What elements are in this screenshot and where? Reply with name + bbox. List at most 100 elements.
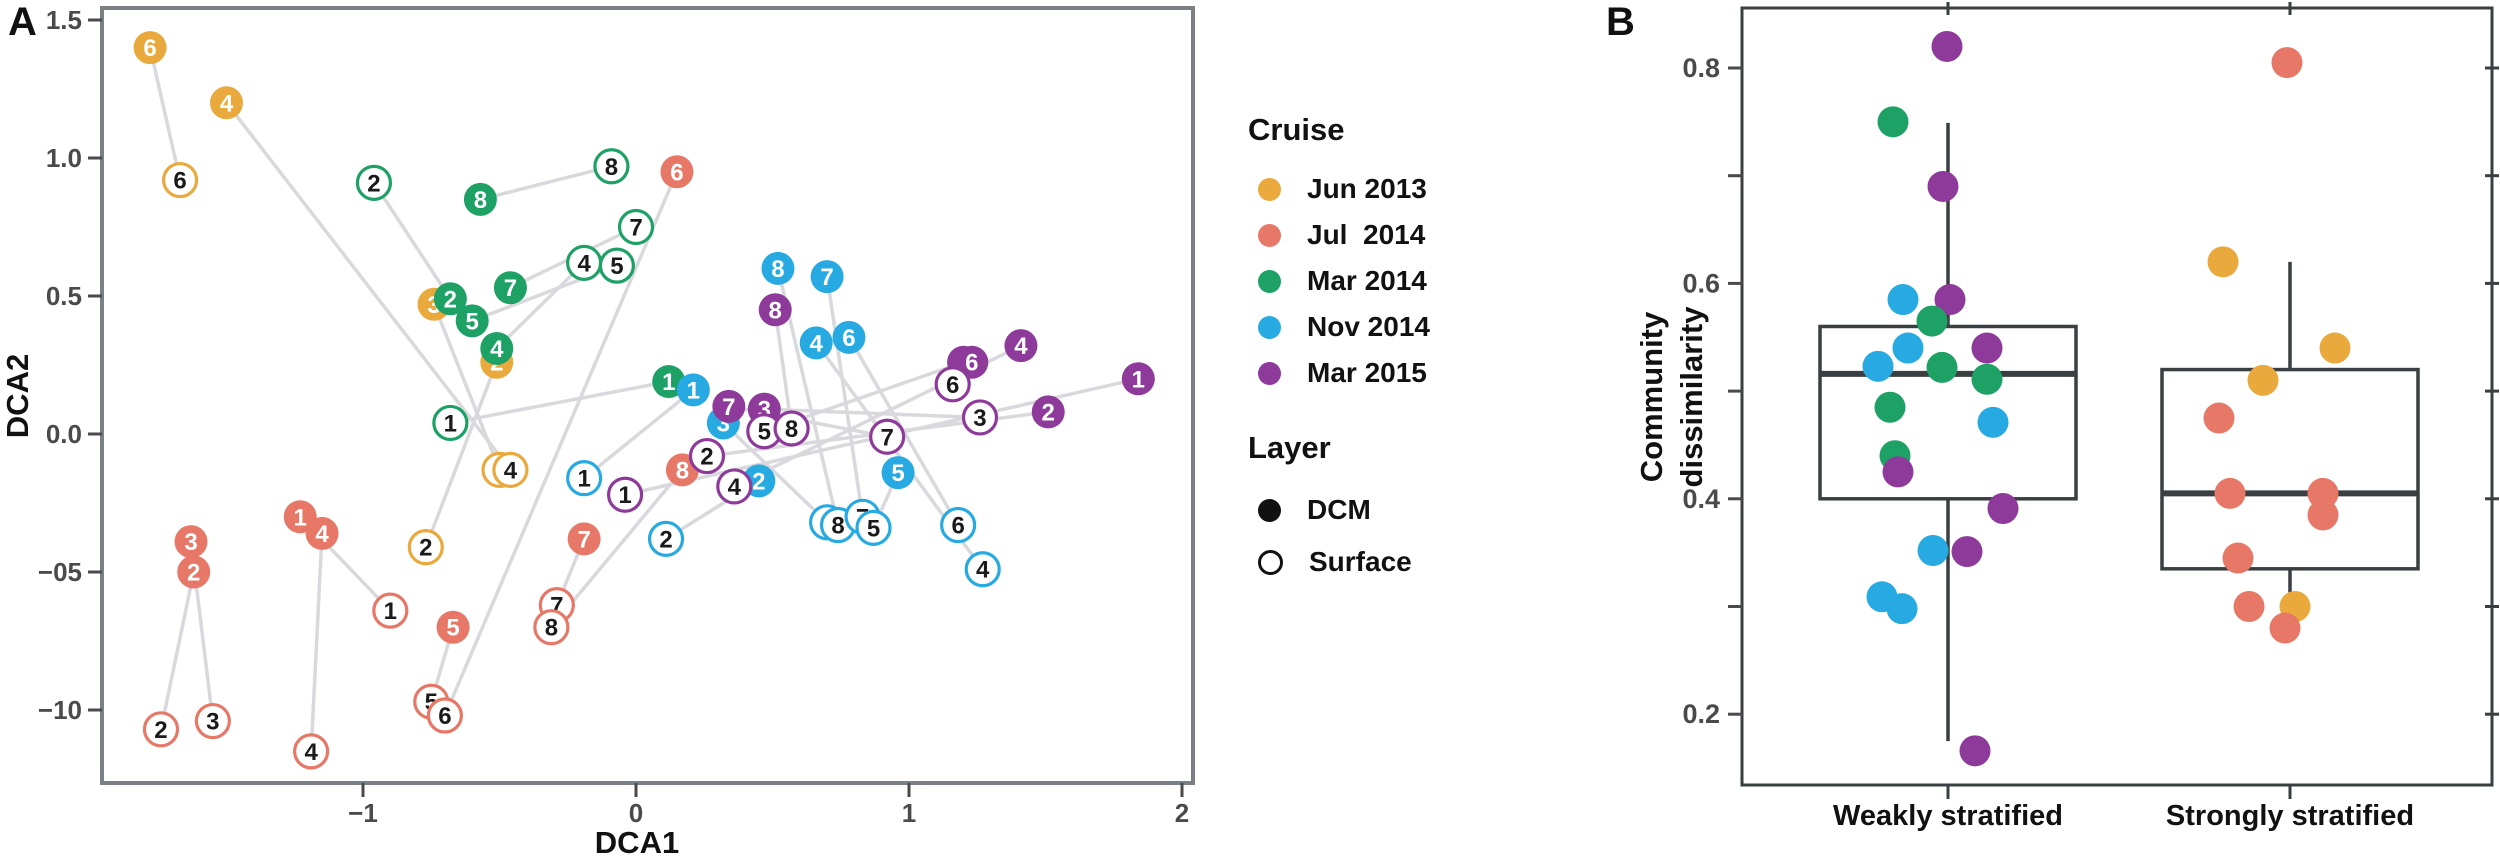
x-tick-label: 1 — [902, 798, 916, 828]
station-number: 2 — [419, 535, 432, 562]
cruise-color-dot-icon — [1258, 361, 1281, 385]
box — [2160, 367, 2420, 571]
dissimilarity-point — [1892, 332, 1924, 364]
surface-point-circle — [142, 711, 180, 748]
legend-cruise-item: Nov 2014 — [1248, 304, 1430, 350]
station-point: 5 — [455, 304, 489, 338]
station-point: 4 — [305, 516, 339, 550]
dissimilarity-point — [1916, 305, 1948, 337]
station-point: 1 — [606, 476, 644, 513]
legend-cruise-item-label: Jul 2014 — [1307, 219, 1426, 250]
dissimilarity-point — [1874, 391, 1906, 423]
legend-cruise-item: Mar 2015 — [1248, 350, 1430, 396]
y-tick-label: −10 — [38, 695, 82, 725]
connector-line — [825, 276, 865, 518]
legend-layer-item: Surface — [1248, 536, 1430, 588]
connector-line — [424, 361, 499, 548]
y-tick-label: −05 — [38, 557, 82, 587]
panel-a-border — [100, 6, 1195, 785]
dissimilarity-point — [1971, 363, 2003, 395]
station-number: 6 — [951, 513, 964, 540]
station-point: 8 — [761, 251, 795, 285]
station-number: 2 — [187, 560, 200, 587]
station-number: 1 — [687, 377, 700, 404]
surface-point-circle — [432, 404, 469, 442]
station-number: 2 — [700, 444, 713, 471]
legend-cruise-item: Jun 2013 — [1248, 166, 1430, 212]
box — [1818, 324, 2078, 501]
dissimilarity-point — [2247, 364, 2279, 396]
station-number: 8 — [771, 256, 784, 283]
station-point: 4 — [716, 468, 753, 505]
station-number: 8 — [605, 154, 618, 181]
station-number: 7 — [880, 424, 893, 451]
station-point: 1 — [676, 373, 710, 407]
panel-a-label: A — [8, 0, 37, 44]
station-point: 6 — [934, 366, 971, 403]
surface-point-circle — [961, 399, 999, 436]
dissimilarity-point — [1927, 170, 1959, 202]
station-number: 6 — [438, 703, 451, 730]
station-point: 2 — [433, 282, 467, 316]
station-number: 4 — [1014, 333, 1028, 360]
dissimilarity-point — [1971, 332, 2003, 364]
dcm-point-circle — [493, 271, 527, 305]
station-point: 8 — [533, 609, 570, 646]
station-number: 2 — [659, 526, 672, 553]
legend-layer-items: DCM Surface — [1248, 484, 1430, 588]
station-number: 8 — [831, 513, 844, 540]
y-tick-label: 0.8 — [1682, 53, 1720, 83]
surface-point-circle — [492, 451, 529, 488]
station-point: 4 — [964, 551, 1001, 588]
panel-b-label: B — [1606, 0, 1635, 44]
station-point: 7 — [617, 208, 655, 246]
station-point: 2 — [647, 520, 685, 557]
surface-point-circle — [855, 509, 892, 546]
station-number: 1 — [294, 504, 307, 531]
station-number: 1 — [618, 482, 631, 509]
connector-line — [583, 388, 695, 480]
surface-point-circle — [426, 697, 463, 734]
dcm-point-circle — [174, 525, 208, 559]
dcm-point-circle — [1004, 329, 1038, 363]
connector-line — [372, 181, 452, 300]
legend-cruise-item: Mar 2014 — [1248, 258, 1430, 304]
station-point: 4 — [210, 86, 243, 120]
station-point: 2 — [1031, 395, 1065, 429]
x-tick-label: 2 — [1175, 798, 1189, 828]
station-number: 1 — [1132, 366, 1145, 393]
dcm-point-circle — [881, 456, 915, 490]
cruise-color-dot-icon — [1258, 223, 1281, 247]
y-tick-label: 0.5 — [46, 281, 82, 311]
station-point: 4 — [480, 331, 514, 365]
legend-layer-item-label: Surface — [1309, 546, 1412, 577]
dcm-point-circle — [1121, 362, 1155, 396]
station-number: 4 — [504, 457, 518, 484]
panel-b-y-axis-title: Community dissimilarity — [1634, 306, 1709, 488]
station-number: 2 — [444, 286, 457, 313]
station-point: 4 — [799, 326, 833, 360]
station-number: 4 — [728, 474, 742, 501]
y-tick-label: 0.4 — [1682, 484, 1720, 514]
station-number: 6 — [670, 159, 683, 186]
panel-b: 0.8 0.6 0.4 0.2 — [1682, 2, 2499, 799]
surface-point-circle — [934, 366, 971, 403]
station-number: 1 — [444, 410, 457, 437]
dcm-point-circle — [463, 182, 497, 216]
surface-point-circle — [688, 437, 726, 475]
connector-line — [443, 171, 679, 717]
dcm-point-circle — [832, 320, 866, 354]
cruise-color-dot-icon — [1258, 315, 1281, 339]
dissimilarity-point — [1917, 534, 1949, 566]
station-point: 2 — [688, 437, 726, 475]
dissimilarity-point — [1887, 284, 1919, 316]
station-number: 6 — [965, 350, 978, 377]
cruise-color-dot-icon — [1258, 269, 1281, 293]
dcm-point-circle — [305, 516, 339, 550]
station-number: 8 — [474, 187, 487, 214]
dissimilarity-point — [1977, 406, 2009, 438]
surface-point-circle — [566, 460, 603, 497]
surface-point-circle — [869, 418, 906, 455]
cruise-color-dot-icon — [1258, 177, 1281, 201]
station-point: 4 — [293, 733, 330, 770]
